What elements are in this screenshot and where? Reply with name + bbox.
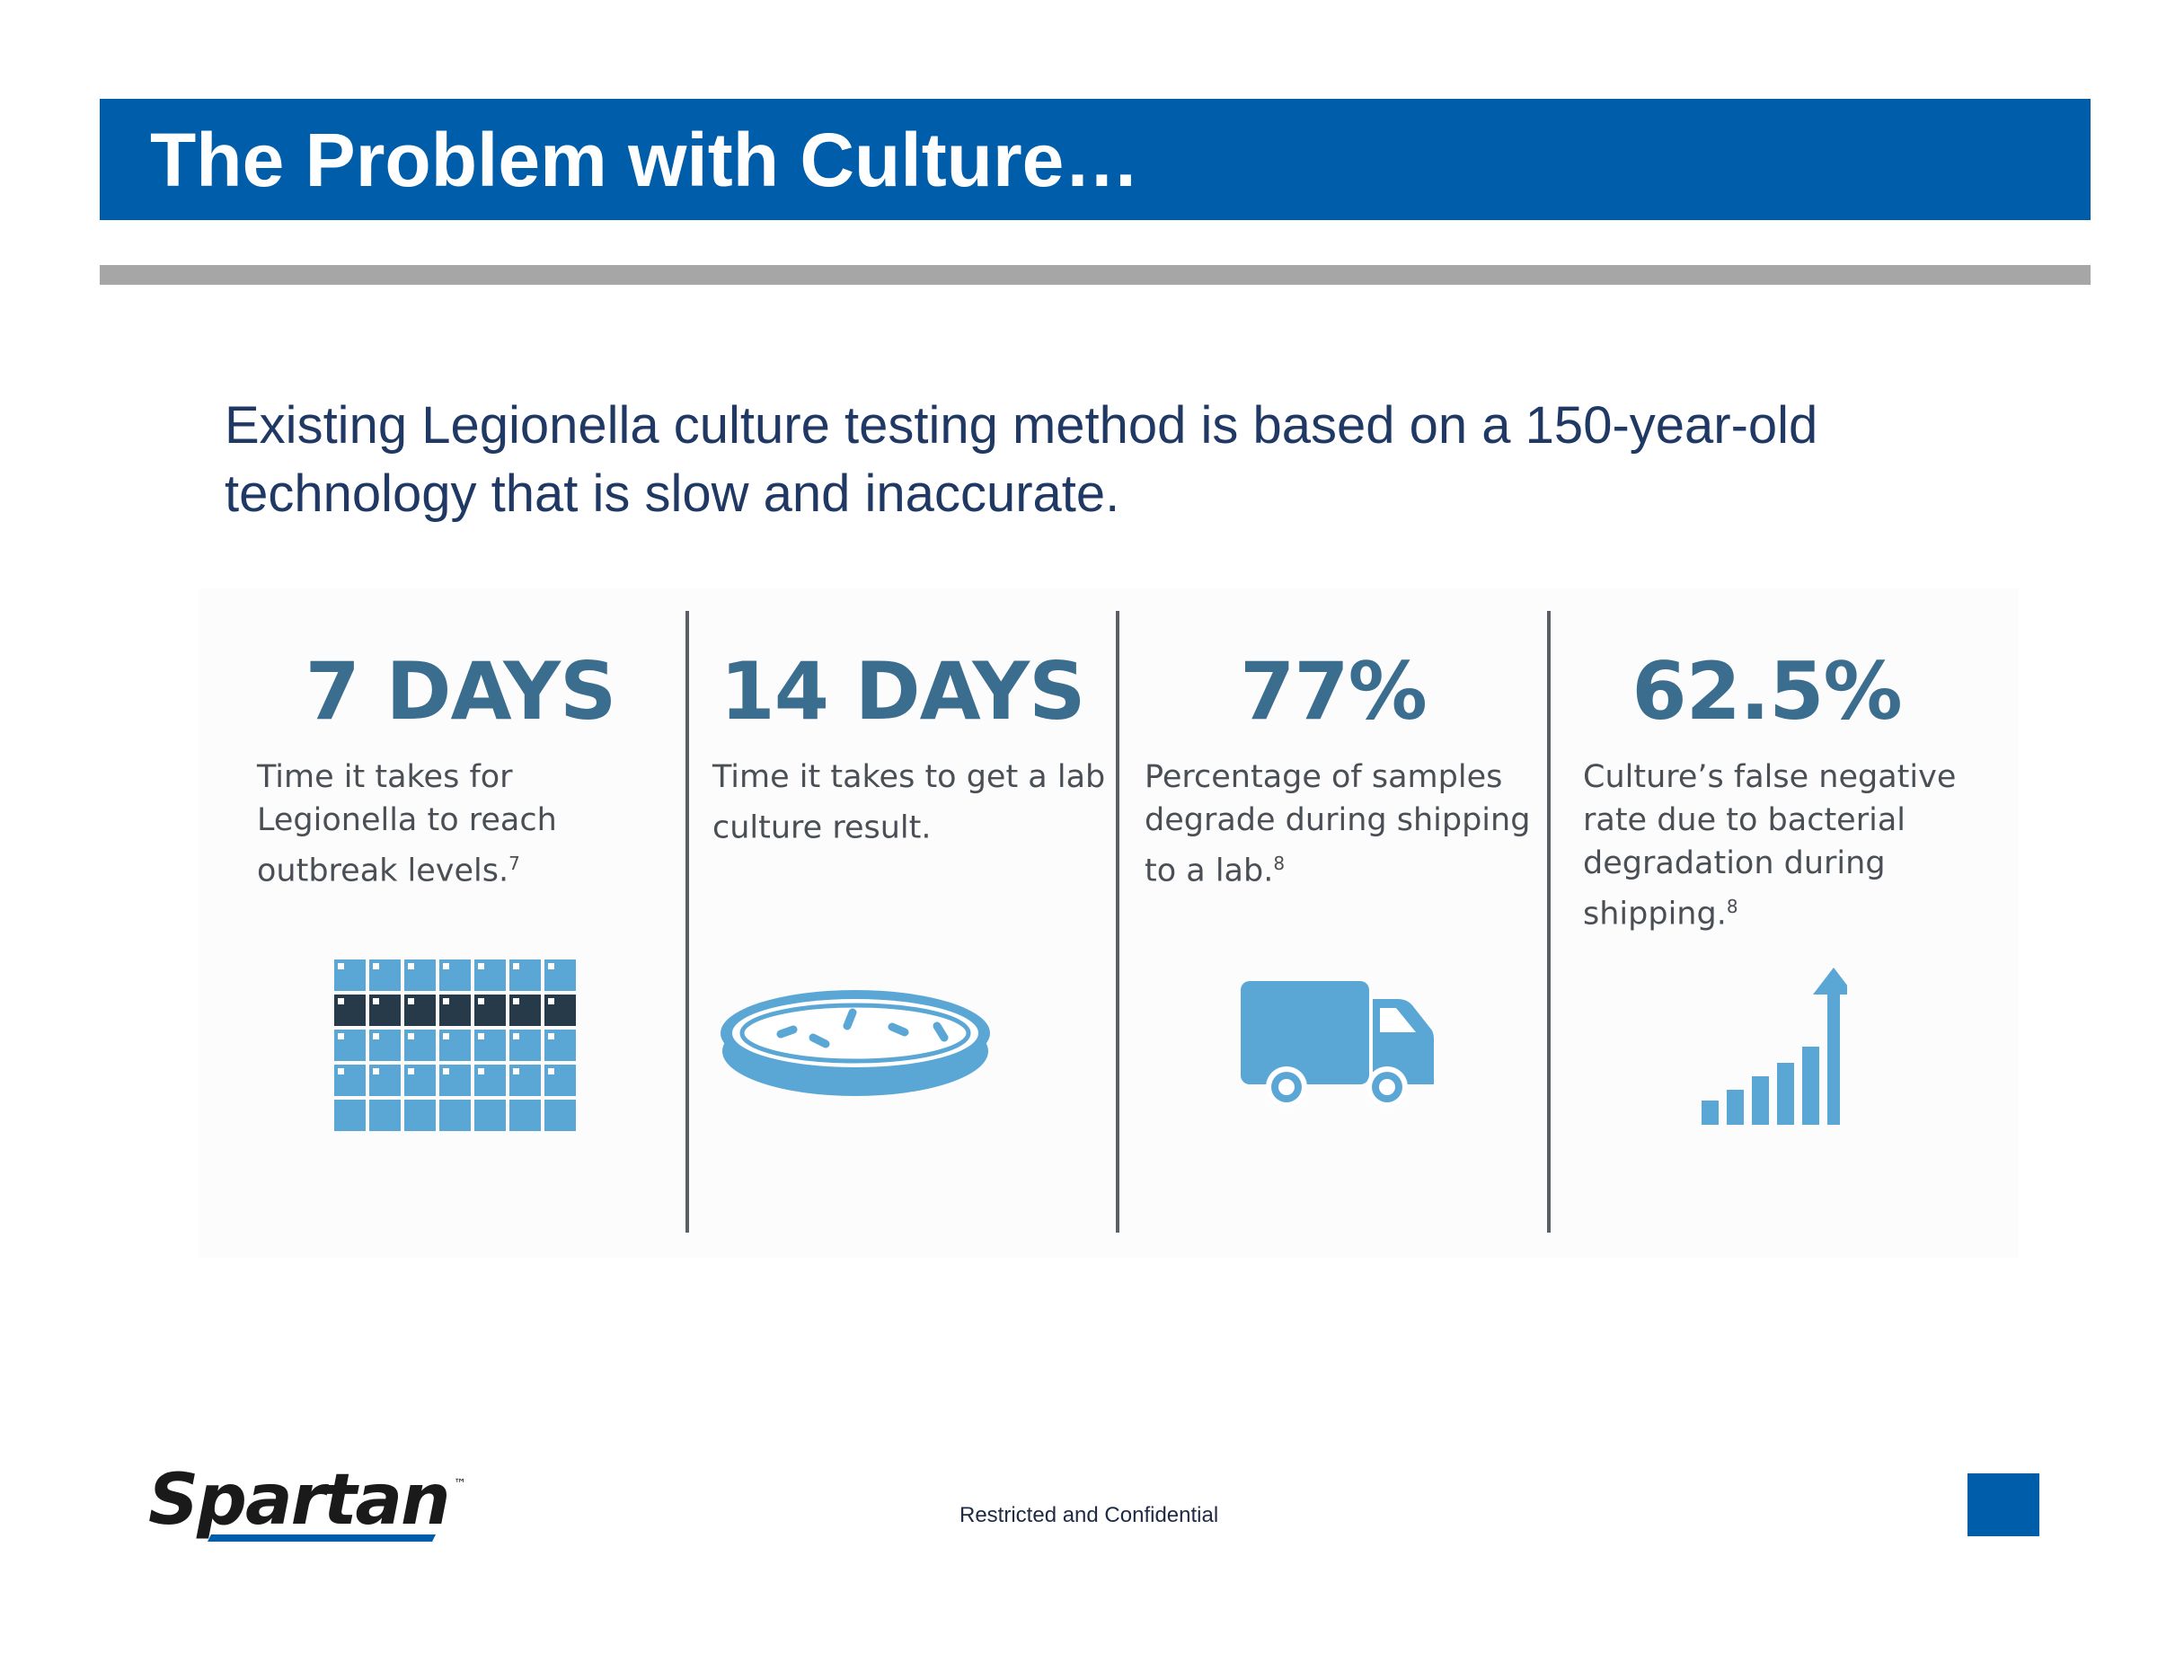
calendar-day-dot: [443, 963, 449, 969]
page-marker: [1967, 1473, 2039, 1536]
calendar-day-dot: [408, 998, 414, 1004]
calendar-day-dot: [443, 998, 449, 1004]
logo-wordmark: Spartan: [148, 1463, 449, 1541]
slide-title: The Problem with Culture…: [150, 118, 1140, 202]
column-divider: [1547, 611, 1551, 1233]
stat-value: 77%: [1240, 645, 1428, 738]
calendar-day-dot: [548, 998, 554, 1004]
column-divider: [685, 611, 689, 1233]
calendar-day-dot: [513, 998, 519, 1004]
calendar-day-dot: [338, 963, 344, 969]
title-divider: [100, 265, 2091, 285]
stat-outbreak-time: 7 DAYS Time it takes for Legionella to r…: [199, 588, 685, 1258]
trademark-symbol: ™: [454, 1477, 466, 1491]
calendar-day-dot: [548, 963, 554, 969]
calendar-day-dot: [373, 963, 379, 969]
column-divider: [1116, 611, 1119, 1233]
stat-description: Percentage of samples degrade during shi…: [1145, 759, 1531, 889]
calendar-day-dot: [338, 1068, 344, 1074]
intro-text: Existing Legionella culture testing meth…: [225, 396, 1818, 523]
petri-dish-icon: [721, 990, 990, 1096]
stat-description: Culture’s false negative rate due to bac…: [1583, 759, 1957, 933]
calendar-icon: [334, 959, 576, 1131]
calendar-day-dot: [373, 1033, 379, 1039]
calendar-day-dot: [513, 1068, 519, 1074]
stat-description: Time it takes to get a lab culture resul…: [712, 759, 1106, 846]
calendar-day-dot: [338, 998, 344, 1004]
calendar-day-cell: [509, 1100, 541, 1131]
calendar-day-dot: [373, 1068, 379, 1074]
calendar-day-dot: [548, 1068, 554, 1074]
stat-value: 62.5%: [1631, 645, 1902, 738]
calendar-day-dot: [408, 963, 414, 969]
calendar-day-dot: [408, 1068, 414, 1074]
stat-lab-result-time: 14 DAYS Time it takes to get a lab cultu…: [689, 588, 1116, 1258]
calendar-day-dot: [408, 1033, 414, 1039]
calendar-day-dot: [513, 1033, 519, 1039]
calendar-day-dot: [478, 1033, 484, 1039]
stat-sample-degradation: 77% Percentage of samples degrade during…: [1119, 588, 1547, 1258]
calendar-day-dot: [338, 1033, 344, 1039]
stat-description: Time it takes for Legionella to reach ou…: [257, 759, 557, 889]
rising-bar-chart-icon: [1702, 968, 1847, 1125]
calendar-day-cell: [474, 1100, 506, 1131]
calendar-day-dot: [548, 1033, 554, 1039]
footnote-marker: 8: [1273, 853, 1286, 874]
calendar-day-dot: [443, 1068, 449, 1074]
stat-value: 14 DAYS: [720, 645, 1086, 738]
calendar-day-dot: [478, 998, 484, 1004]
stats-infographic: 7 DAYS Time it takes for Legionella to r…: [199, 588, 2019, 1258]
footnote-marker: 8: [1726, 896, 1738, 917]
delivery-truck-icon: [1241, 981, 1434, 1108]
calendar-day-cell: [404, 1100, 436, 1131]
calendar-day-dot: [478, 963, 484, 969]
footnote-marker: 7: [508, 853, 520, 874]
stat-value: 7 DAYS: [305, 645, 617, 738]
calendar-day-cell: [334, 1100, 366, 1131]
calendar-day-cell: [369, 1100, 401, 1131]
calendar-day-cell: [544, 1100, 576, 1131]
confidentiality-note: Restricted and Confidential: [959, 1503, 1219, 1527]
calendar-day-dot: [373, 998, 379, 1004]
calendar-day-dot: [478, 1068, 484, 1074]
stat-false-negative-rate: 62.5% Culture’s false negative rate due …: [1551, 588, 2019, 1258]
calendar-day-dot: [443, 1033, 449, 1039]
calendar-day-cell: [439, 1100, 471, 1131]
title-bar: The Problem with Culture…: [100, 99, 2091, 220]
spartan-logo: Spartan ™: [148, 1463, 466, 1542]
calendar-day-dot: [513, 963, 519, 969]
